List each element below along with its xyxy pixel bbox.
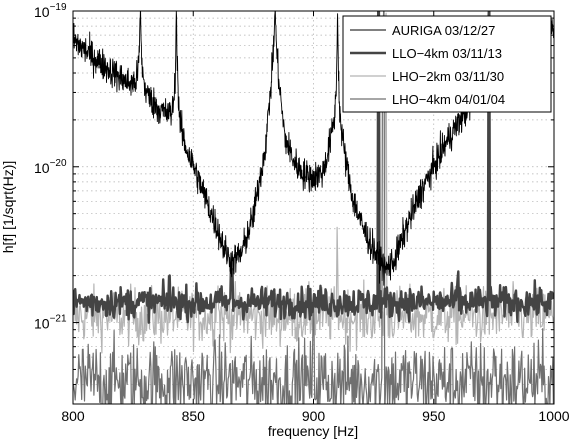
y-axis-tick-labels: 10−21 10−20 10−19 <box>34 2 67 332</box>
series-layer <box>73 11 554 404</box>
x-axis-tick-labels: 800 850 900 950 1000 <box>61 408 569 424</box>
legend-label-lho-2km: LHO−2km 03/11/30 <box>392 69 504 84</box>
x-tick-label: 1000 <box>538 408 569 424</box>
y-axis-label: h[f] [1/sqrt(Hz)] <box>0 161 16 254</box>
axis-ticks <box>72 10 555 405</box>
legend-label-auriga: AURIGA 03/12/27 <box>392 23 495 38</box>
legend-box <box>342 15 552 113</box>
legend: AURIGA 03/12/27 LLO−4km 03/11/13 LHO−2km… <box>342 15 552 113</box>
x-axis-label: frequency [Hz] <box>268 423 358 439</box>
y-tick-label: 10−20 <box>34 158 67 176</box>
series-line-1 <box>73 11 554 324</box>
legend-label-llo-4km: LLO−4km 03/11/13 <box>392 46 502 61</box>
y-tick-label: 10−21 <box>34 314 67 332</box>
x-tick-label: 900 <box>302 408 326 424</box>
y-tick-label: 10−19 <box>34 2 67 20</box>
x-tick-label: 950 <box>422 408 446 424</box>
legend-label-lho-4km: LHO−4km 04/01/04 <box>392 92 505 107</box>
x-tick-label: 800 <box>61 408 85 424</box>
x-tick-label: 850 <box>182 408 206 424</box>
